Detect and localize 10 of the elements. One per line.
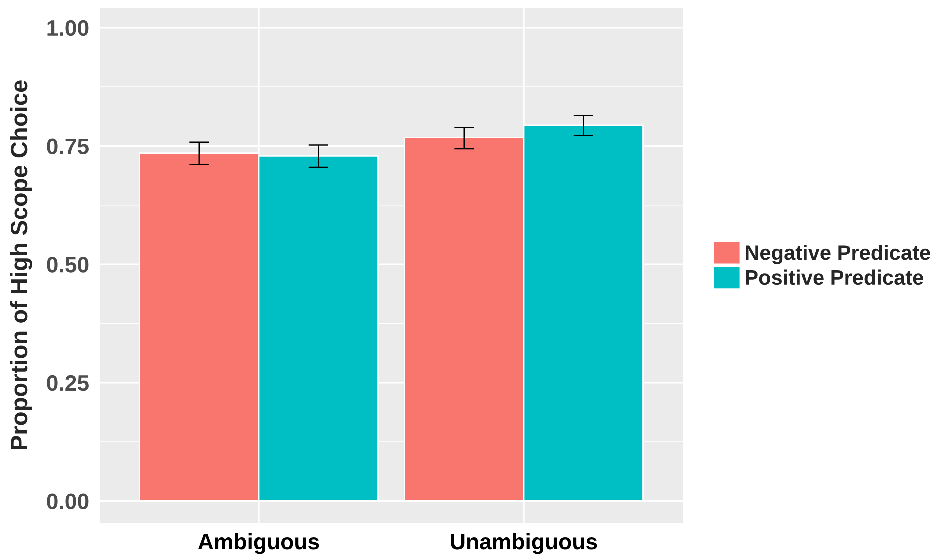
legend-label: Negative Predicate (746, 244, 930, 264)
y-tick-label: 0.50 (47, 257, 89, 273)
y-tick-label: 0.25 (47, 375, 89, 392)
y-axis-title: Proportion of High Scope Choice (10, 80, 32, 450)
y-tick-label: 0.75 (47, 138, 89, 154)
y-tick-label: 0.00 (47, 494, 89, 510)
x-tick-label: Unambiguous (451, 533, 598, 554)
x-tick-label: Ambiguous (198, 533, 320, 554)
y-tick-label: 1.00 (48, 20, 89, 36)
legend-label: Positive Predicate (746, 270, 924, 286)
